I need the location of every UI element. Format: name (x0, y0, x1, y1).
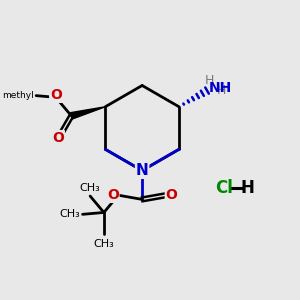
Text: CH₃: CH₃ (60, 209, 80, 219)
Text: methyl: methyl (2, 91, 34, 100)
Text: H: H (217, 83, 226, 97)
Text: H: H (205, 74, 214, 87)
Text: O: O (52, 131, 64, 145)
Text: Cl: Cl (216, 179, 233, 197)
Polygon shape (70, 107, 105, 119)
Text: N: N (136, 163, 148, 178)
Text: CH₃: CH₃ (80, 183, 101, 193)
Text: CH₃: CH₃ (94, 239, 114, 249)
Text: H: H (241, 179, 255, 197)
Text: O: O (50, 88, 62, 102)
Text: NH: NH (208, 81, 232, 95)
Text: O: O (166, 188, 177, 202)
Text: O: O (107, 188, 119, 202)
